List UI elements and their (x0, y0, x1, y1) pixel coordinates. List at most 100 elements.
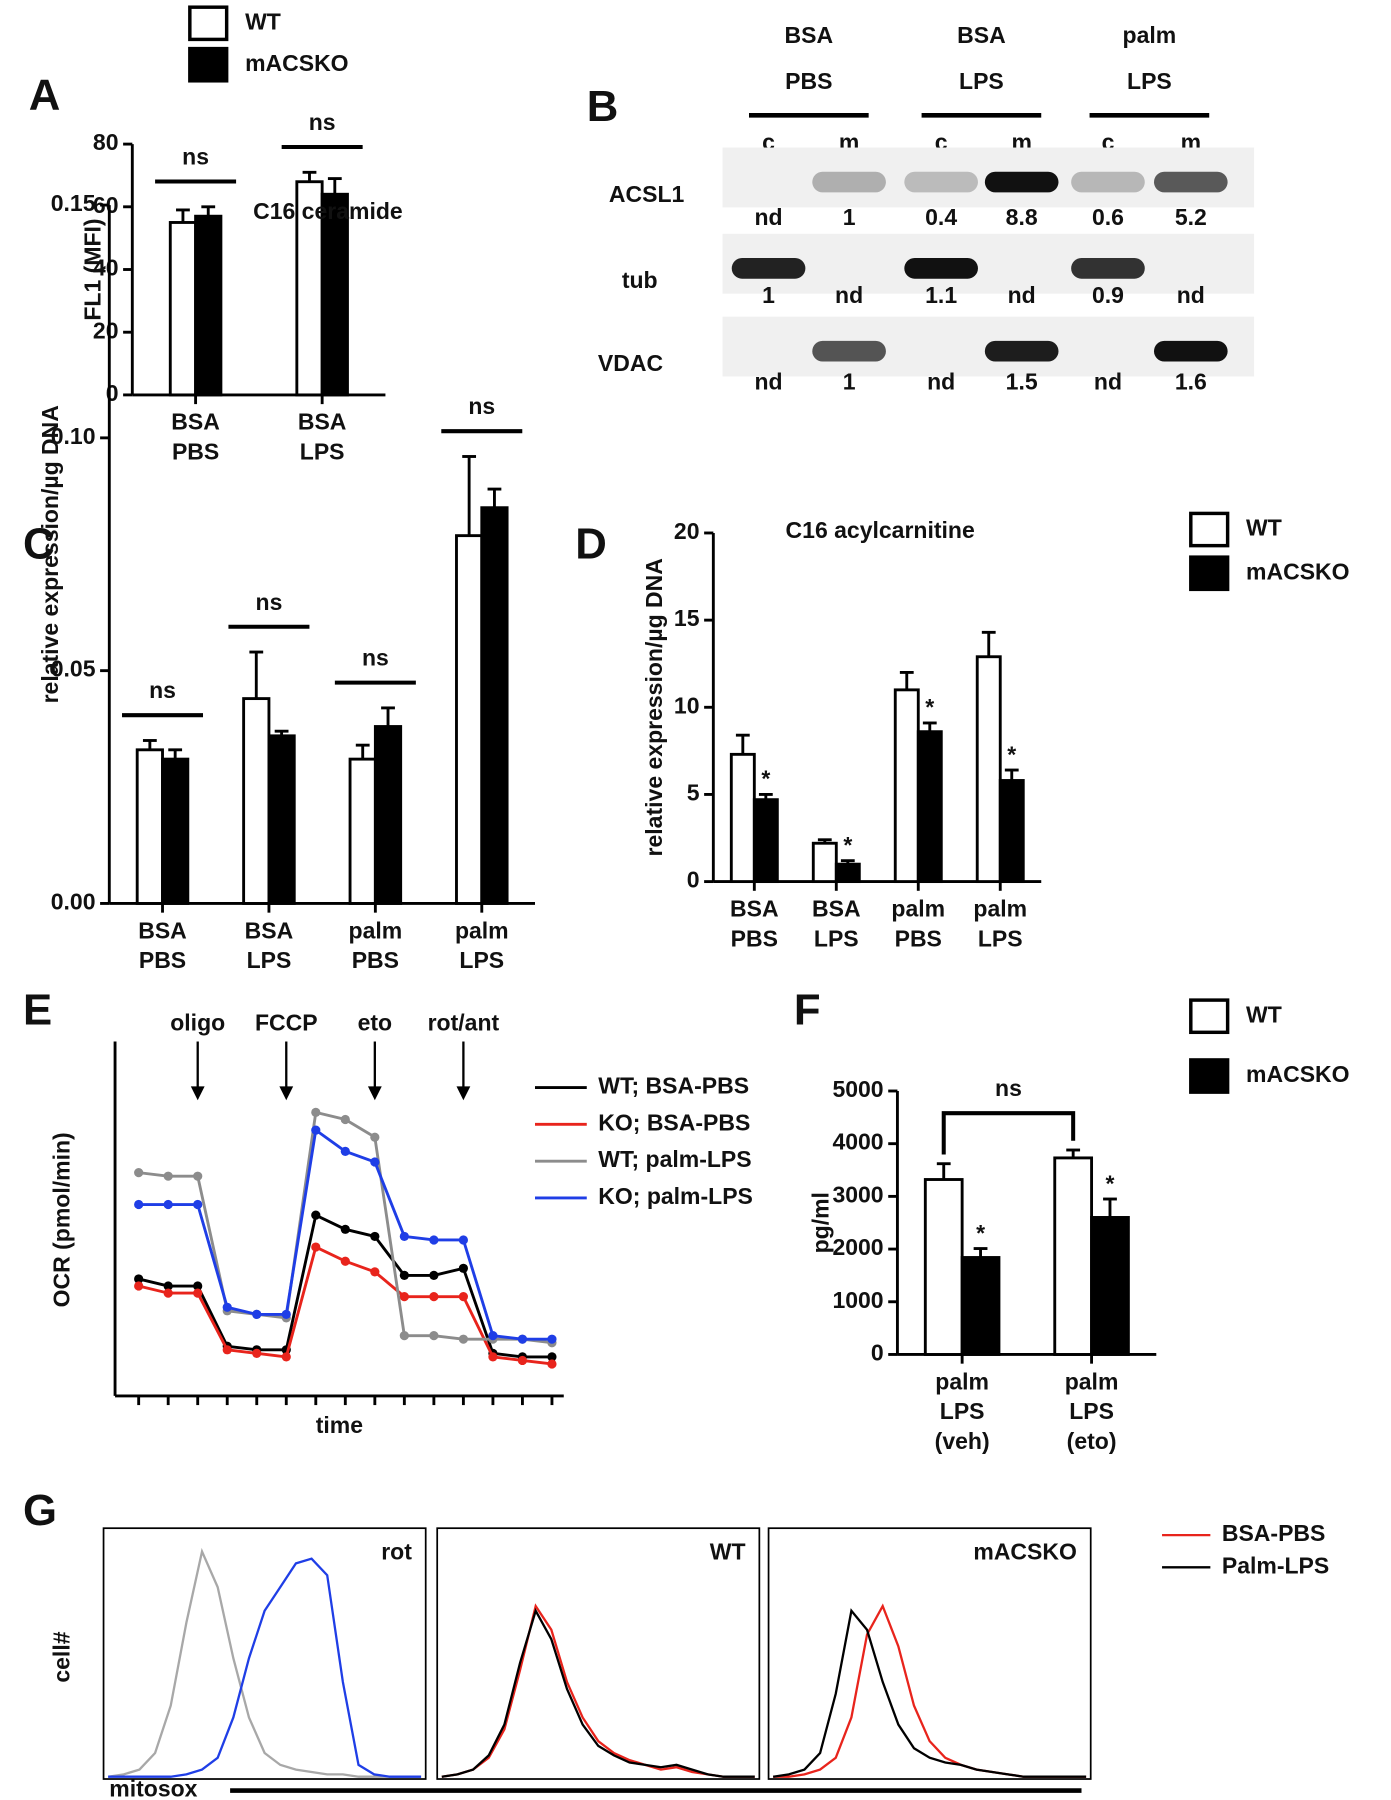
panel-label: D (575, 519, 607, 568)
group-label: BSA (957, 22, 1006, 48)
bar (348, 757, 377, 905)
data-point (311, 1210, 321, 1220)
annotation-label: rot/ant (428, 1009, 500, 1035)
band-value: 8.8 (1006, 204, 1038, 230)
band-value: nd (927, 368, 955, 394)
x-tick-label: palm (973, 895, 1027, 921)
data-point (547, 1334, 557, 1344)
annotation-label: ns (468, 393, 495, 419)
band-value: nd (835, 282, 863, 308)
band-value: 5.2 (1175, 204, 1207, 230)
annotation-label: ns (149, 677, 176, 703)
bar (455, 534, 484, 905)
y-tick-label: 10 (674, 692, 700, 718)
annotation-label: ns (309, 109, 336, 135)
legend-label: mACSKO (1246, 1061, 1350, 1087)
x-tick-label: LPS (940, 1398, 985, 1424)
y-tick-label: 0 (871, 1340, 884, 1366)
band (984, 340, 1059, 362)
y-tick-label: 5000 (832, 1076, 883, 1102)
x-tick-label: PBS (352, 947, 399, 973)
data-point (252, 1309, 262, 1319)
data-point (222, 1345, 232, 1355)
annotation-label: ns (182, 144, 209, 170)
data-point (399, 1331, 409, 1341)
bar (135, 748, 164, 905)
y-axis-label: OCR (pmol/min) (48, 1132, 74, 1307)
bar (480, 506, 509, 905)
y-tick-label: 80 (93, 129, 119, 155)
plot-frame (102, 1527, 427, 1780)
data-point (281, 1309, 291, 1319)
legend-swatch (1189, 555, 1230, 592)
panel-label: A (29, 71, 61, 120)
y-tick-label: 20 (93, 317, 119, 343)
band (1153, 171, 1228, 193)
legend-label: mACSKO (1246, 558, 1350, 584)
legend-label: KO; palm-LPS (598, 1183, 753, 1209)
subplot-title: mACSKO (973, 1539, 1077, 1565)
x-axis-label: time (316, 1412, 363, 1438)
significance-marker: * (1106, 1170, 1115, 1196)
bracket (941, 1111, 1076, 1155)
legend-label: WT (1246, 1001, 1282, 1027)
legend-label: WT (245, 8, 281, 34)
annotation-label: oligo (170, 1009, 225, 1035)
data-point (193, 1281, 203, 1291)
y-tick-label: 2000 (832, 1234, 883, 1260)
bar (893, 688, 920, 884)
legend-label: WT (1246, 515, 1282, 541)
data-point (163, 1199, 173, 1210)
bar (168, 221, 198, 397)
bar (267, 734, 296, 905)
x-tick-label: LPS (978, 925, 1023, 951)
data-point (370, 1267, 380, 1277)
bar (729, 752, 756, 884)
data-point (458, 1334, 468, 1344)
panel-label: F (794, 985, 821, 1034)
bar (161, 757, 190, 905)
histogram-curve (441, 1607, 755, 1778)
bar (811, 841, 838, 884)
x-tick-label: palm (455, 917, 509, 943)
histogram-curve (108, 1557, 422, 1778)
data-point (311, 1107, 321, 1117)
band-value: 1 (843, 204, 856, 230)
data-point (193, 1171, 203, 1181)
x-tick-label: BSA (245, 917, 294, 943)
bar (194, 214, 223, 397)
group-label: PBS (785, 68, 832, 94)
y-tick-label: 0.15 (51, 190, 96, 216)
y-tick-label: 0 (687, 867, 700, 893)
band-value: 0.6 (1092, 204, 1124, 230)
x-tick-label: (eto) (1067, 1428, 1117, 1454)
y-tick-label: 0.10 (51, 423, 96, 449)
histogram-curve (772, 1608, 1087, 1778)
y-tick-label: 0 (106, 380, 119, 406)
bar (242, 697, 271, 905)
annotation-label: ns (362, 645, 389, 671)
y-tick-label: 0.00 (51, 889, 96, 915)
band-value: 0.9 (1092, 282, 1124, 308)
significance-marker: * (925, 694, 934, 720)
bar (916, 730, 943, 884)
data-point (488, 1352, 498, 1362)
band (1071, 258, 1145, 279)
legend-label: KO; BSA-PBS (598, 1109, 750, 1135)
y-tick-label: 4000 (832, 1129, 883, 1155)
data-point (488, 1331, 498, 1341)
data-point (429, 1292, 439, 1302)
band-value: 1 (762, 282, 775, 308)
data-point (399, 1231, 409, 1242)
panel-label: E (23, 985, 52, 1034)
annotation-label: ns (256, 589, 283, 615)
plot-frame (767, 1527, 1092, 1780)
row-label: tub (622, 267, 658, 293)
bar (320, 192, 349, 397)
y-axis-label: relative expression/µg DNA (641, 558, 667, 856)
y-axis-label: cell# (48, 1631, 74, 1682)
data-point (252, 1348, 262, 1358)
band (904, 258, 978, 279)
annotation-label: ns (995, 1075, 1022, 1101)
y-tick-label: 15 (674, 605, 700, 631)
